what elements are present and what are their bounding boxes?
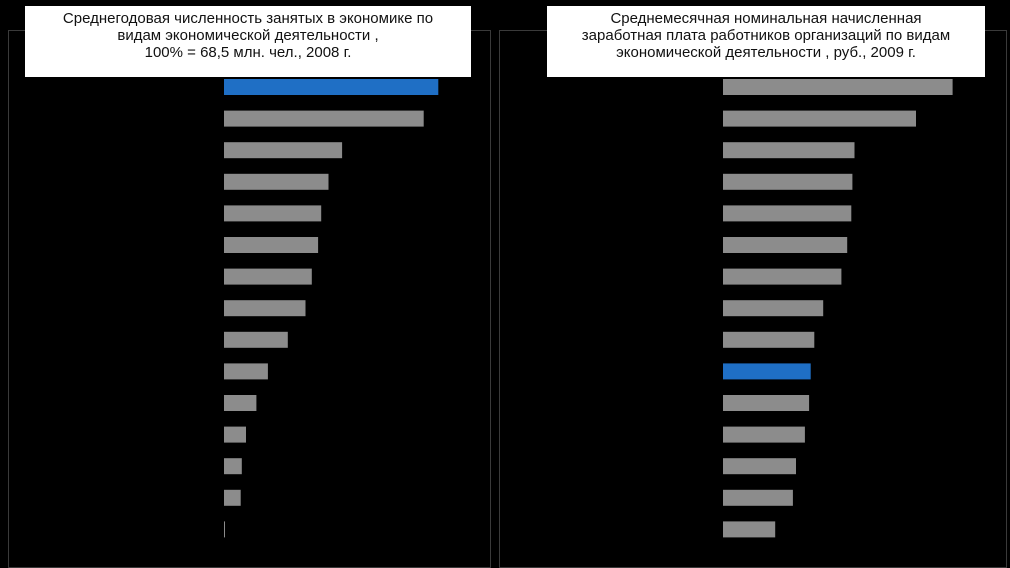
employment-bar-14 [224,489,241,506]
employment-bar-13 [224,458,242,475]
salary-bar-5 [723,205,852,222]
salary-bar-13 [723,458,796,475]
salary-bar-3 [723,142,855,159]
salary-bar-1 [723,79,953,95]
chart-title-salary: Среднемесячная номинальная начисленная з… [547,6,985,77]
chart-title-line: видам экономической деятельности , [117,27,379,44]
employment-bar-12 [224,426,246,443]
salary-bar-8 [723,300,824,317]
employment-bar-2 [224,110,424,127]
salary-bar-15 [723,521,776,538]
employment-bar-1 [224,79,439,95]
employment-bar-5 [224,205,322,222]
salary-bar-11 [723,395,810,411]
chart-title-line: экономической деятельности , руб., 2009 … [616,44,916,61]
salary-bar-2 [723,110,916,127]
salary-bar-6 [723,237,848,253]
chart-title-line: Среднегодовая численность занятых в экон… [62,10,434,27]
chart-title-employment: Среднегодовая численность занятых в экон… [25,6,471,77]
salary-bar-14 [723,489,793,506]
salary-bar-7 [723,268,842,285]
employment-bar-11 [224,395,257,411]
salary-bar-10 [723,363,811,380]
chart-title-line: 100% = 68,5 млн. чел., 2008 г. [144,44,352,61]
salary-bar-12 [723,426,805,443]
employment-bar-7 [224,268,312,285]
employment-bar-15 [224,521,225,538]
chart-title-line: Среднемесячная номинальная начисленная [610,10,922,27]
employment-bar-8 [224,300,306,317]
chart-title-line: заработная плата работников организаций … [581,27,951,44]
salary-bar-4 [723,173,853,190]
employment-bar-4 [224,173,329,190]
employment-bar-6 [224,237,319,253]
salary-bar-9 [723,331,815,348]
employment-bar-9 [224,331,288,348]
employment-bar-3 [224,142,343,159]
employment-bar-10 [224,363,268,380]
